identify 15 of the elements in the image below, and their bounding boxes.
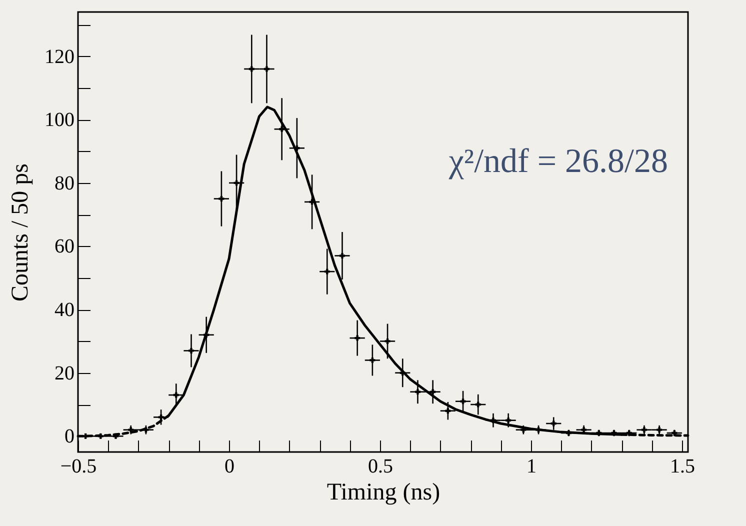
x-tick-label: −0.5: [60, 456, 97, 478]
x-axis-title: Timing (ns): [326, 480, 440, 506]
y-tick-label: 40: [54, 299, 74, 322]
x-tick-label: 0: [224, 456, 234, 478]
x-tick-label: 0.5: [368, 456, 393, 478]
y-tick-label: 0: [64, 426, 74, 448]
annotation: χ²/ndf = 26.8/28: [448, 143, 668, 180]
y-tick-label: 120: [44, 46, 74, 68]
y-tick-label: 100: [44, 109, 74, 132]
y-tick-label: 20: [54, 362, 74, 384]
x-tick-label: 1: [526, 456, 536, 478]
y-axis-title: Counts / 50 ps: [8, 163, 34, 302]
x-tick-label: 1.5: [670, 456, 695, 478]
y-tick-label: 60: [54, 236, 74, 258]
y-tick-label: 80: [54, 172, 74, 194]
